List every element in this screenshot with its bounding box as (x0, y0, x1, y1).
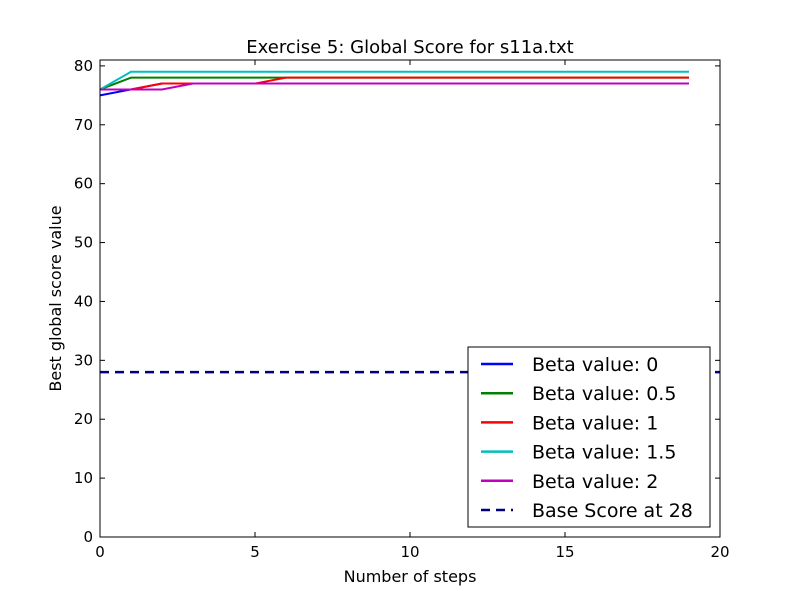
y-tick-label: 40 (74, 292, 93, 310)
legend-label: Base Score at 28 (532, 500, 693, 522)
series-line-4 (100, 82, 689, 91)
legend-label: Beta value: 2 (532, 471, 658, 493)
y-tick-label: 50 (74, 234, 93, 252)
legend: Beta value: 0 Beta value: 0.5 Beta value: … (467, 346, 711, 528)
plot-lines (99, 70, 720, 374)
y-tick-label: 20 (74, 410, 93, 428)
chart-title: Exercise 5: Global Score for s11a.txt (246, 37, 573, 58)
legend-label: Beta value: 1.5 (532, 442, 676, 464)
x-tick-label: 15 (555, 543, 574, 561)
y-tick-label: 10 (74, 469, 93, 487)
x-axis-label: Number of steps (344, 567, 477, 586)
y-tick-label: 70 (74, 116, 93, 134)
legend-box (467, 346, 711, 528)
series-line-3 (99, 70, 689, 91)
x-tick-label: 10 (400, 543, 419, 561)
y-tick-label: 80 (74, 57, 93, 75)
y-tick-label: 30 (74, 351, 93, 369)
y-tick-label: 0 (83, 528, 93, 546)
x-tick-label: 20 (710, 543, 729, 561)
x-tick-label: 5 (250, 543, 260, 561)
legend-label: Beta value: 0.5 (532, 383, 676, 405)
x-tick-label: 0 (95, 543, 105, 561)
y-axis-label: Best global score value (46, 205, 65, 391)
legend-label: Beta value: 0 (532, 354, 658, 376)
legend-label: Beta value: 1 (532, 412, 658, 434)
y-tick-label: 60 (74, 175, 93, 193)
axis-ticks: 0 5 10 15 20 0 10 20 30 40 50 60 70 80 (74, 57, 730, 561)
